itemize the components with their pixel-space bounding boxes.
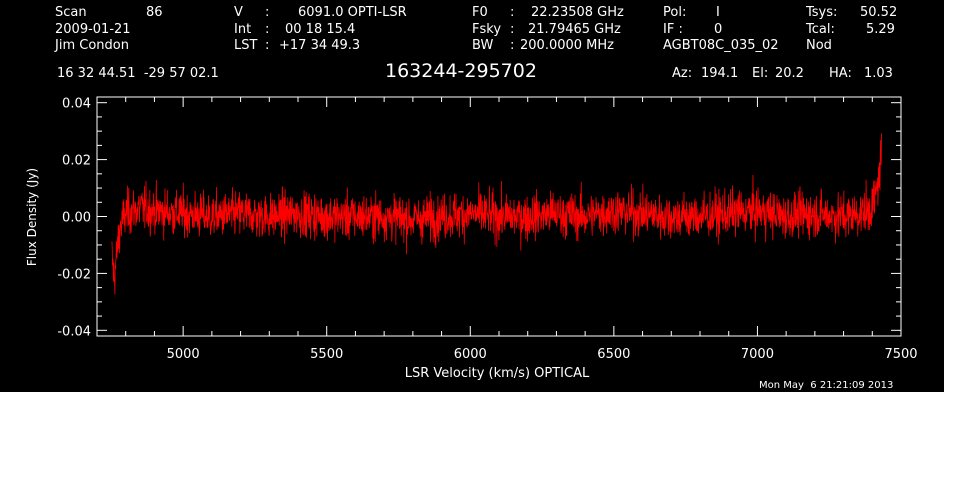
source-name: 163244-295702 (385, 60, 537, 82)
observer-name: Jim Condon (55, 38, 129, 53)
velocity-value: 6091.0 OPTI-LSR (298, 5, 407, 20)
bandwidth-value: 200.0000 MHz (520, 38, 614, 53)
x-tick-label: 6500 (597, 347, 630, 362)
project-id: AGBT08C_035_02 (663, 38, 779, 53)
timestamp: Mon May 6 21:21:09 2013 (759, 380, 894, 391)
elevation-label: El: (752, 66, 769, 81)
hour-angle-value: 1.03 (864, 66, 893, 81)
y-tick-label: -0.04 (57, 324, 91, 339)
integration-sep: : (265, 22, 270, 37)
scan-number: 86 (146, 5, 163, 20)
axis-ticks: 5000 5500 6000 6500 7000 7500 -0.04 -0.02 0.00 0.… (57, 97, 917, 362)
y-tick-label: 0.04 (62, 97, 91, 112)
y-tick-label: 0.02 (62, 154, 91, 169)
if-value: 0 (714, 22, 723, 37)
rest-freq-sep: : (510, 5, 515, 20)
azimuth-value: 194.1 (701, 66, 739, 81)
rest-freq-label: F0 (472, 5, 488, 20)
lst-sep: : (265, 38, 270, 53)
x-tick-label: 5500 (310, 347, 343, 362)
sky-freq-label: Fsky (472, 22, 502, 37)
y-axis-label: Flux Density (Jy) (25, 168, 39, 266)
polarization-value: I (716, 5, 720, 20)
velocity-label: V (234, 5, 243, 20)
integration-label: Int (234, 22, 252, 37)
lst-value: +17 34 49.3 (279, 38, 361, 53)
bandwidth-sep: : (510, 38, 515, 53)
spectrum-trace-layer (111, 133, 883, 295)
elevation-value: 20.2 (775, 66, 804, 81)
if-label: IF : (663, 22, 683, 37)
x-axis-label: LSR Velocity (km/s) OPTICAL (405, 366, 590, 381)
spectrum-chart: 5000 5500 6000 6500 7000 7500 -0.04 -0.02 0.00 0.… (25, 96, 918, 381)
observing-mode: Nod (806, 38, 832, 53)
x-tick-label: 5000 (167, 347, 200, 362)
plot-window: Scan 86 2009-01-21 Jim Condon V : 6091.0… (0, 0, 944, 392)
lst-label: LST (234, 38, 258, 53)
polarization-label: Pol: (663, 5, 687, 20)
hour-angle-label: HA: (829, 66, 852, 81)
tcal-label: Tcal: (806, 22, 835, 37)
y-tick-label: 0.00 (62, 211, 91, 226)
rest-freq-value: 22.23508 GHz (531, 5, 624, 20)
tcal-value: 5.29 (866, 22, 895, 37)
azimuth-label: Az: (672, 66, 693, 81)
source-coordinates: 16 32 44.51 -29 57 02.1 (57, 66, 219, 81)
sky-freq-value: 21.79465 GHz (528, 22, 621, 37)
velocity-sep: : (265, 5, 270, 20)
tsys-label: Tsys: (806, 5, 838, 20)
scan-label: Scan (55, 5, 87, 20)
bandwidth-label: BW (472, 38, 494, 53)
x-tick-label: 6000 (454, 347, 487, 362)
y-tick-label: -0.02 (57, 267, 91, 282)
spectrum-series-line (111, 133, 883, 295)
sky-freq-sep: : (510, 22, 515, 37)
x-tick-label: 7000 (741, 347, 774, 362)
observation-date: 2009-01-21 (55, 22, 131, 37)
integration-value: 00 18 15.4 (285, 22, 356, 37)
tsys-value: 50.52 (860, 5, 898, 20)
x-tick-label: 7500 (884, 347, 917, 362)
